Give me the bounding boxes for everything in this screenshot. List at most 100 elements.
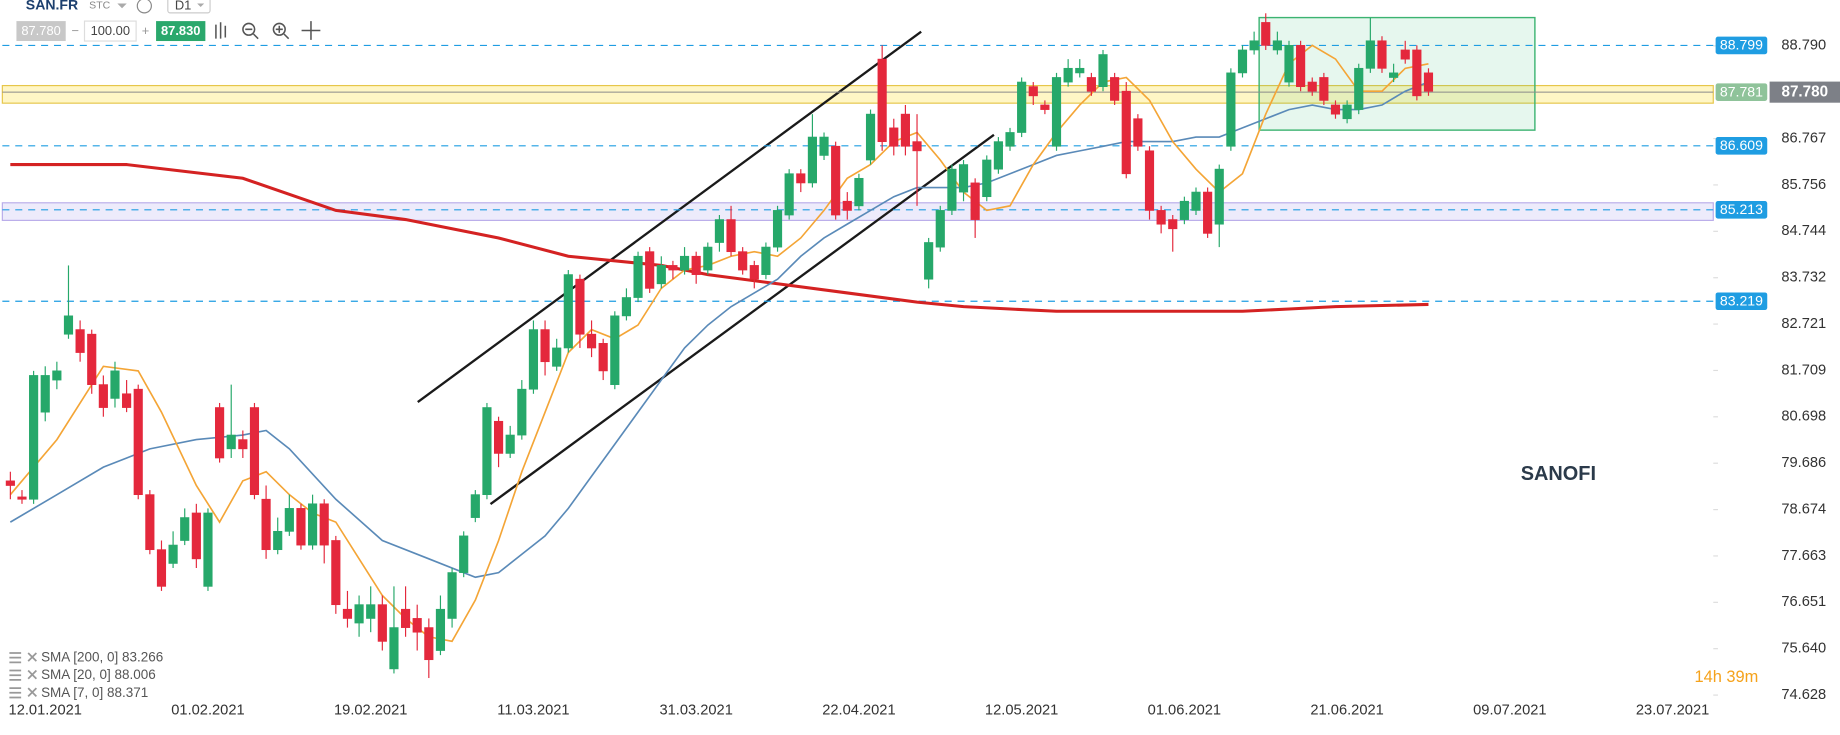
- candle-body: [1284, 45, 1294, 83]
- candle-body: [1296, 45, 1306, 87]
- candle-body: [505, 434, 515, 454]
- y-tick-label: 86.767: [1781, 130, 1826, 146]
- candle-body: [1203, 191, 1213, 234]
- y-tick-label: 74.628: [1781, 687, 1826, 703]
- candle-body: [842, 200, 852, 211]
- last-price-label: 87.780: [1781, 84, 1828, 101]
- level-label-box: [1715, 137, 1768, 155]
- candle-body: [877, 58, 887, 143]
- level-label-box: [1715, 36, 1768, 55]
- candle-body: [168, 544, 178, 564]
- candle-body: [63, 315, 74, 335]
- legend-entry: SMA [200, 0] 83.266: [41, 649, 163, 664]
- x-tick-label: 12.01.2021: [9, 702, 82, 718]
- candle-body: [261, 498, 271, 551]
- bid-price[interactable]: 87.780: [21, 23, 60, 38]
- last-price-box: [1769, 81, 1840, 103]
- info-icon[interactable]: [136, 0, 152, 14]
- pan-icon[interactable]: [301, 21, 321, 40]
- y-tick-label: 81.709: [1781, 362, 1826, 378]
- y-tick-label: 76.651: [1781, 594, 1826, 610]
- ask-price[interactable]: 87.830: [161, 23, 200, 38]
- candle-body: [296, 508, 306, 546]
- candle-body: [284, 508, 294, 532]
- candle-body: [87, 333, 97, 385]
- candle-body: [831, 145, 841, 216]
- candle-body: [273, 530, 283, 551]
- candle-body: [1040, 104, 1050, 110]
- candle-body: [52, 370, 62, 381]
- y-tick-label: 75.640: [1781, 641, 1826, 657]
- sma-line: [9, 44, 1429, 643]
- decrease[interactable]: −: [71, 23, 79, 38]
- dropdown-icon[interactable]: [197, 3, 205, 8]
- candle-body: [691, 255, 701, 275]
- zoom-out-icon[interactable]: [242, 22, 256, 36]
- candle-body: [354, 604, 364, 624]
- candle-body: [1144, 150, 1155, 211]
- candle-body: [633, 255, 643, 298]
- tool-icons[interactable]: [215, 21, 321, 40]
- candle-body: [714, 219, 724, 243]
- countdown: 14h 39m: [1694, 668, 1758, 686]
- candle-body: [749, 265, 759, 280]
- candle-body: [1400, 49, 1410, 60]
- candle-body: [517, 388, 527, 436]
- candle-body: [668, 265, 678, 271]
- candle-body: [738, 251, 748, 271]
- candle-body: [993, 141, 1003, 170]
- y-tick-label: 84.744: [1781, 223, 1826, 239]
- y-tick-label: 78.674: [1781, 501, 1826, 517]
- volume-input[interactable]: [83, 20, 137, 42]
- candle-body: [586, 333, 597, 349]
- candle-body: [552, 347, 562, 367]
- candle-body: [180, 517, 190, 541]
- interval[interactable]: D1: [175, 0, 191, 12]
- candle-body: [1237, 49, 1248, 74]
- y-tick-label: 85.756: [1781, 177, 1826, 193]
- candle-body: [203, 512, 213, 587]
- chart-type-icon[interactable]: [215, 22, 227, 39]
- candle-body: [1110, 77, 1120, 101]
- symbol[interactable]: SAN.FR: [26, 0, 78, 13]
- dropdown-icon[interactable]: [117, 3, 127, 9]
- candle-body: [784, 173, 794, 216]
- candle-body: [772, 210, 783, 248]
- level-label: 83.219: [1720, 293, 1763, 309]
- candle-body: [1028, 86, 1038, 97]
- volume[interactable]: 100.00: [91, 23, 130, 38]
- ask-box[interactable]: [156, 21, 206, 42]
- legend-name: SMA [20, 0]: [41, 667, 111, 682]
- increase[interactable]: +: [142, 23, 150, 38]
- candle-body: [215, 407, 225, 459]
- candle-body: [145, 494, 155, 551]
- candle-body: [1389, 72, 1399, 78]
- candle-body: [389, 627, 399, 670]
- candle-body: [1272, 40, 1282, 51]
- candle-body: [1133, 118, 1143, 147]
- market: STC: [89, 0, 110, 12]
- candle-body: [226, 434, 236, 450]
- candle-body: [924, 242, 934, 280]
- legend-remove: [27, 687, 37, 697]
- legend-remove: [27, 652, 37, 662]
- interval-select[interactable]: [167, 0, 211, 14]
- candle-body: [1412, 49, 1422, 97]
- candle-body: [5, 480, 15, 486]
- y-tick-label: 80.698: [1781, 409, 1826, 425]
- bid-box[interactable]: [16, 21, 66, 42]
- sma-line: [10, 163, 1429, 313]
- zoom-in-icon[interactable]: [272, 22, 286, 36]
- legend-name: SMA [200, 0]: [41, 649, 118, 664]
- x-tick-label: 23.07.2021: [1636, 702, 1709, 718]
- legend-icon: [9, 687, 22, 699]
- candle-body: [377, 604, 387, 642]
- candle-body: [807, 136, 817, 184]
- candle-body: [249, 407, 260, 496]
- candle-body: [412, 618, 422, 633]
- candle-body: [29, 375, 39, 500]
- legend-icon: [9, 669, 22, 681]
- legend-name: SMA [7, 0]: [41, 684, 103, 699]
